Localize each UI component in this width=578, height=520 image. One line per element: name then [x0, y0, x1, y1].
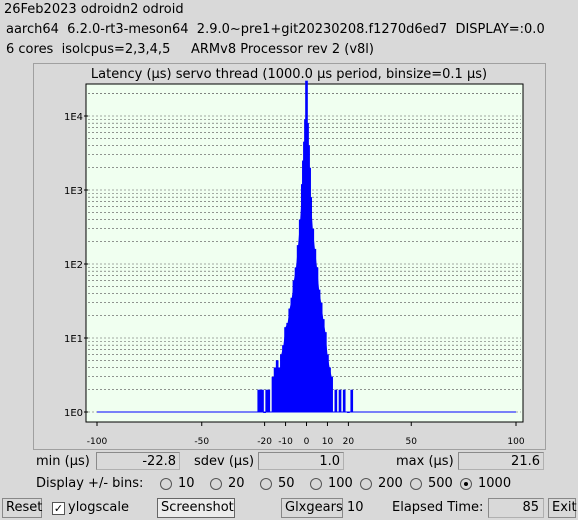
host-info-line: 26Feb2023 odroidn2 odroid: [4, 2, 184, 17]
sdev-label: sdev (µs): [194, 454, 255, 469]
bins-radio-label-500: 500: [428, 476, 453, 491]
histogram-bar: [334, 389, 338, 412]
bins-radio-label-10: 10: [178, 476, 195, 491]
system-info-line: aarch64 6.2.0-rt3-meson64 2.9.0~pre1+git…: [6, 22, 545, 37]
histogram-area: [281, 80, 332, 412]
min-label: min (µs): [36, 454, 90, 469]
histogram-bar: [271, 376, 275, 412]
bins-radio-500[interactable]: [410, 478, 422, 490]
histogram-bar: [257, 389, 261, 412]
x-tick-label: 0: [304, 437, 310, 447]
x-tick-label: 50: [406, 437, 418, 447]
x-tick-label: -10: [278, 437, 293, 447]
histogram-bar: [350, 389, 354, 412]
cpu-info-line: 6 cores isolcpus=2,3,4,5 ARMv8 Processor…: [6, 42, 374, 57]
histogram-bar: [259, 389, 262, 412]
screenshot-button[interactable]: Screenshot: [157, 498, 235, 518]
bins-radio-label-100: 100: [328, 476, 353, 491]
histogram-bar: [275, 360, 279, 412]
glxgears-count: 10: [347, 500, 364, 515]
ylogscale-checkbox[interactable]: ✓: [52, 502, 65, 515]
histogram-bar: [347, 412, 350, 413]
histogram-bar: [342, 389, 346, 412]
bottom-toolbar: Reset ✓ ylogscale Screenshot Glxgears 10…: [0, 498, 578, 520]
y-tick-label: 1E2: [64, 260, 83, 271]
glxgears-button[interactable]: Glxgears: [281, 498, 343, 518]
x-tick-label: 20: [343, 437, 355, 447]
min-value: -22.8: [96, 452, 180, 470]
sdev-value: 1.0: [258, 452, 344, 470]
reset-button[interactable]: Reset: [2, 498, 42, 518]
chart-title: Latency (µs) servo thread (1000.0 µs per…: [91, 67, 487, 82]
latency-histogram: Latency (µs) servo thread (1000.0 µs per…: [33, 63, 546, 450]
y-tick-label: 1E3: [64, 186, 83, 197]
y-tick-label: 1E1: [64, 334, 83, 345]
x-tick-label: 10: [322, 437, 334, 447]
bins-radio-label-200: 200: [378, 476, 403, 491]
histogram-bar: [338, 389, 342, 412]
exit-button[interactable]: Exit: [548, 498, 577, 518]
bins-radio-label-1000: 1000: [478, 476, 512, 491]
histogram-bar: [280, 354, 283, 412]
histogram-bar: [263, 412, 266, 413]
elapsed-time-label: Elapsed Time:: [392, 500, 484, 515]
ylogscale-label: ylogscale: [68, 500, 130, 515]
bins-radio-100[interactable]: [310, 478, 322, 490]
x-tick-label: -50: [194, 437, 209, 447]
max-label: max (µs): [396, 454, 454, 469]
max-value: 21.6: [458, 452, 544, 470]
x-tick-label: -20: [257, 437, 272, 447]
bins-radio-label-20: 20: [228, 476, 245, 491]
bins-radio-20[interactable]: [210, 478, 222, 490]
bins-row: Display +/- bins: 10 20 50 100 200 500 1000: [0, 476, 578, 494]
bins-radio-label-50: 50: [278, 476, 295, 491]
bins-radio-200[interactable]: [360, 478, 372, 490]
elapsed-time-value: 85: [488, 498, 544, 518]
x-tick-label: 100: [507, 437, 524, 447]
bins-radio-10[interactable]: [160, 478, 172, 490]
histogram-bar: [277, 367, 281, 412]
bins-radio-1000[interactable]: [460, 478, 472, 490]
x-tick-label: -100: [87, 437, 108, 447]
histogram-bar: [261, 389, 264, 412]
histogram-bar: [273, 367, 277, 412]
histogram-bar: [265, 389, 269, 412]
stats-row: min (µs) -22.8 sdev (µs) 1.0 max (µs) 21…: [0, 452, 578, 472]
bins-radio-50[interactable]: [260, 478, 272, 490]
y-tick-label: 1E0: [64, 408, 83, 419]
y-tick-label: 1E4: [64, 112, 83, 123]
histogram-bar: [267, 389, 271, 412]
bins-label: Display +/- bins:: [36, 476, 144, 491]
